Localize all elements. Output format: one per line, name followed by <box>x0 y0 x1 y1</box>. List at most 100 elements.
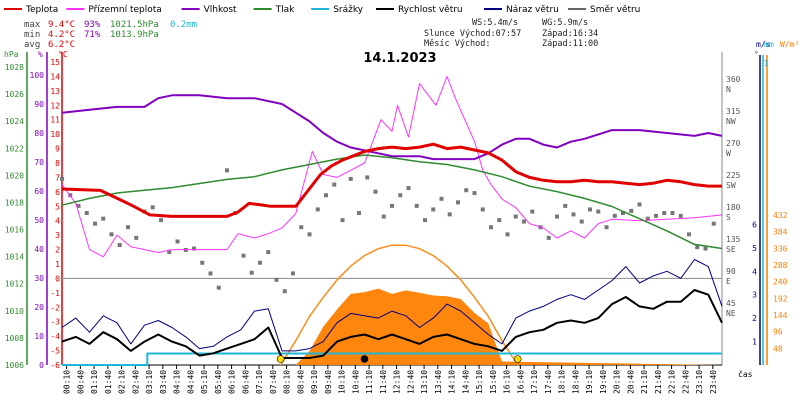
tick-temp: 7 <box>55 173 60 182</box>
wg-text: WG:5.9m/s <box>542 18 588 28</box>
axis-unit-labels: hPa % °C ° m/s mm W/m² čas <box>4 40 799 379</box>
chart-title: 14.1.2023 <box>363 51 436 66</box>
tick-temp: 1 <box>55 260 60 269</box>
series-rain <box>62 352 722 366</box>
tick-time: 06:10 <box>228 370 237 394</box>
wind-dir-point <box>530 209 535 214</box>
wind-dir-point <box>398 193 403 198</box>
stat-max-press: 1021.5hPa <box>110 20 159 30</box>
tick-time: 16:40 <box>516 370 525 394</box>
wind-dir-point <box>711 221 716 226</box>
tick-radiation: 384 <box>773 228 788 237</box>
wind-dir-point <box>645 216 650 221</box>
wind-dir-point <box>472 191 477 196</box>
tick-wind: 4 <box>752 267 757 276</box>
tick-temp: 13 <box>50 87 60 96</box>
tick-pressure: 1008 <box>5 334 24 343</box>
wind-dir-point <box>703 246 708 251</box>
tick-wind-dir: 360 <box>726 75 741 84</box>
tick-time: 03:10 <box>145 370 154 394</box>
tick-wind-dir: NE <box>726 309 736 318</box>
tick-wind-dir: SE <box>726 245 736 254</box>
wind-dir-point <box>175 239 180 244</box>
tick-time: 18:10 <box>558 370 567 394</box>
wind-dir-point <box>390 203 394 208</box>
tick-wind-dir: 45 <box>726 299 736 308</box>
tick-humidity: 60 <box>34 187 44 196</box>
tick-temp: 6 <box>55 188 60 197</box>
wind-dir-point <box>324 193 328 198</box>
wind-dir-point <box>670 211 675 215</box>
stat-max-rain: 0.2mm <box>170 20 197 30</box>
wind-dir-point <box>216 285 221 290</box>
tick-time: 14:40 <box>461 370 470 394</box>
tick-time: 23:10 <box>695 370 704 394</box>
wind-dir-point <box>637 202 642 207</box>
wind-dir-point <box>258 260 262 265</box>
legend-label: Rychlost větru <box>398 5 463 15</box>
tick-time: 01:40 <box>104 370 113 394</box>
wind-dir-point <box>357 211 361 215</box>
tick-temp: -2 <box>50 303 60 312</box>
wind-dir-point <box>249 270 254 275</box>
unit-ms: m/s <box>756 40 771 49</box>
wind-dir-point <box>117 243 122 247</box>
tick-temp: 12 <box>50 101 60 110</box>
sun-rise-text: Slunce Východ:07:57 <box>424 29 521 39</box>
tick-pressure: 1014 <box>5 253 24 262</box>
series-sunshine-area <box>62 288 722 365</box>
tick-pressure: 1006 <box>5 361 24 370</box>
series-pressure <box>61 154 723 250</box>
tick-time: 04:40 <box>186 370 195 394</box>
tick-radiation: 432 <box>773 211 788 220</box>
tick-humidity: 100 <box>30 71 45 80</box>
tick-wind-dir: SW <box>726 181 736 190</box>
unit-degc: °C <box>58 50 68 59</box>
tick-radiation: 288 <box>773 261 788 270</box>
tick-humidity: 30 <box>34 274 44 283</box>
tick-pressure: 1028 <box>5 63 24 72</box>
wind-dir-point <box>497 218 502 223</box>
tick-time: 00:10 <box>63 370 72 394</box>
tick-humidity: 20 <box>34 303 44 312</box>
unit-hpa: hPa <box>4 50 19 59</box>
wind-dir-point <box>629 208 634 213</box>
tick-pressure: 1012 <box>5 280 24 289</box>
tick-wind-dir: 90 <box>726 267 736 276</box>
wind-dir-point <box>489 225 493 230</box>
tick-humidity: 50 <box>34 216 44 225</box>
tick-wind: 1 <box>752 338 757 347</box>
tick-time: 19:40 <box>599 370 608 394</box>
wind-dir-point <box>274 277 279 282</box>
moon-set-text: Západ:11:00 <box>542 39 598 49</box>
tick-time: 02:10 <box>118 370 127 394</box>
tick-temp: -4 <box>50 332 60 341</box>
wind-dir-point <box>208 271 213 276</box>
tick-humidity: 40 <box>34 245 44 254</box>
series-wind-gust <box>61 259 723 352</box>
stat-min-hum: 71% <box>84 30 101 40</box>
tick-time: 22:40 <box>681 370 690 394</box>
tick-time: 20:10 <box>613 370 622 394</box>
wind-dir-point <box>678 213 683 218</box>
unit-deg: ° <box>754 50 759 59</box>
stat-min-press: 1013.9hPa <box>110 30 159 40</box>
tick-time: 21:10 <box>640 370 649 394</box>
tick-wind-dir: W <box>726 149 731 158</box>
tick-radiation: 48 <box>773 344 783 353</box>
stat-max-temp: 9.4°C <box>48 20 75 30</box>
wind-dir-point <box>414 203 419 208</box>
stats-block: max 9.4°C 93% 1021.5hPa 0.2mm min 4.2°C … <box>24 20 197 50</box>
wind-dir-point <box>563 203 568 208</box>
tick-time: 02:40 <box>131 370 140 394</box>
tick-time: 07:10 <box>255 370 264 394</box>
wind-dir-point <box>200 260 205 265</box>
tick-temp: 2 <box>55 246 60 255</box>
wind-dir-point <box>447 212 452 217</box>
wind-dir-point <box>423 218 427 223</box>
tick-temp: 9 <box>55 145 60 154</box>
tick-time: 16:10 <box>503 370 512 394</box>
wind-dir-point <box>241 253 246 258</box>
unit-time: čas <box>738 369 753 379</box>
